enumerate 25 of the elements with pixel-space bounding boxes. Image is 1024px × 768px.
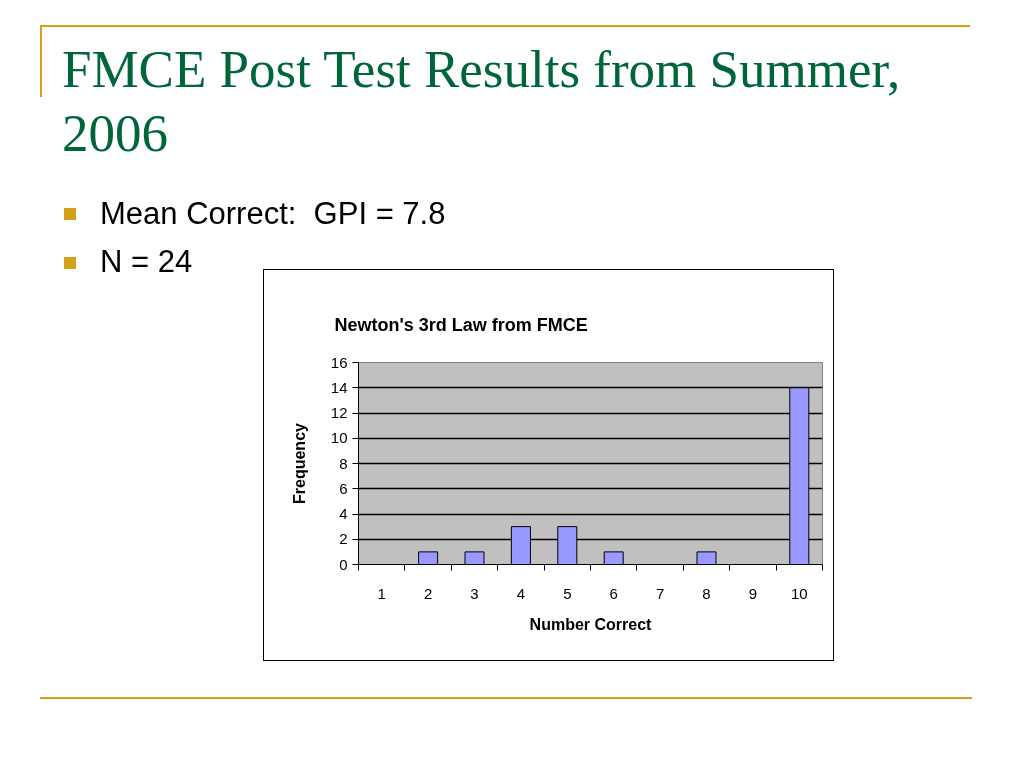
x-tick-label: 2 (423, 584, 433, 602)
x-tick-label: 8 (702, 584, 711, 602)
y-tick-label: 8 (339, 454, 348, 472)
x-tick-label: 7 (655, 584, 665, 602)
y-tick-label: 2 (339, 530, 348, 548)
y-tick-label: 0 (339, 555, 348, 573)
y-axis-title: Frequency (290, 422, 308, 504)
x-tick-label: 5 (563, 584, 572, 602)
y-tick-label: 4 (339, 505, 348, 522)
y-tick-label: 14 (330, 378, 348, 396)
text: N = 24 (100, 243, 193, 282)
y-tick-label: 12 (330, 404, 348, 421)
x-tick-label: 9 (748, 584, 758, 602)
x-tick-label: 6 (609, 584, 618, 602)
x-tick-label: 4 (516, 584, 526, 602)
y-tick-label: 6 (339, 479, 348, 497)
text: Mean Correct: GPI = 7.8 (100, 194, 446, 233)
y-tick-label: 16 (330, 353, 348, 371)
chart-subtitle: Newton's 3rd Law from FMCE (334, 315, 588, 335)
x-axis-title: Number Correct (529, 615, 653, 633)
y-tick-label: 10 (330, 429, 348, 447)
chart-title: FMCE Post Test Results from Summer, 2006 (62, 39, 902, 164)
x-tick-label: 3 (470, 584, 479, 602)
x-tick-label: 10 (790, 584, 808, 602)
x-tick-label: 1 (377, 584, 386, 602)
